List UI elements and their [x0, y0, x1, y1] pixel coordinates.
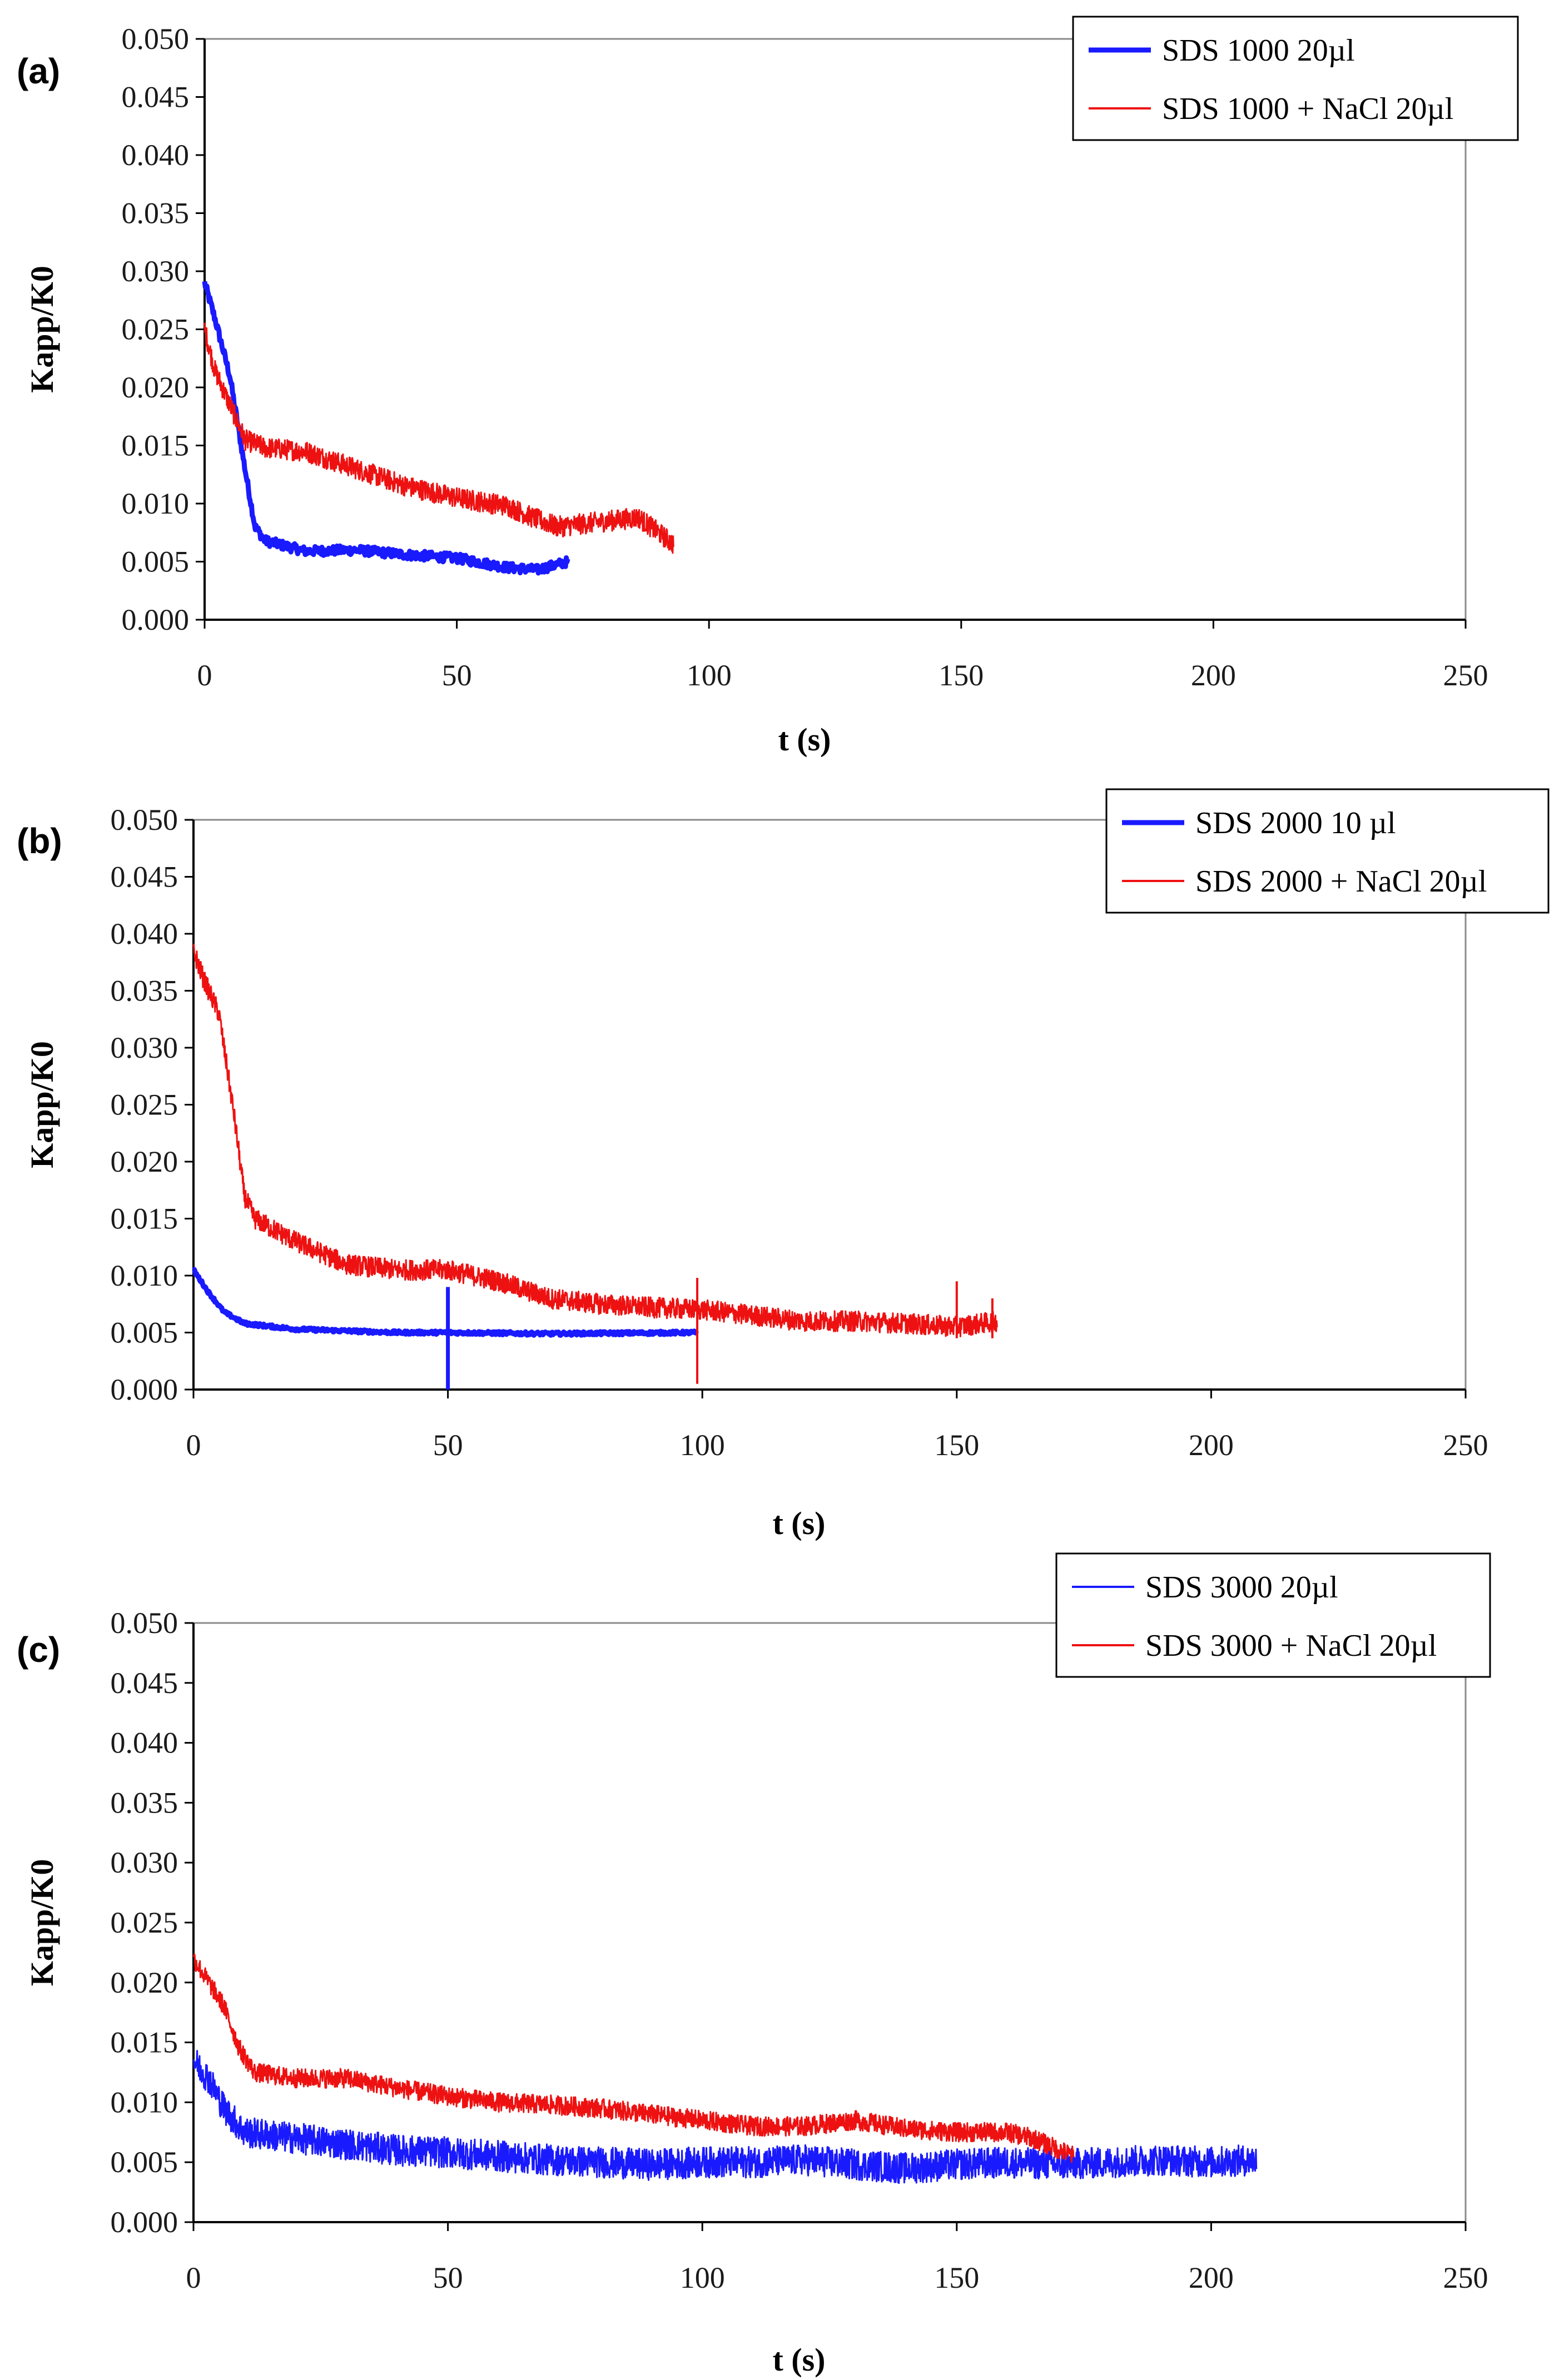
- x-tick-label: 50: [433, 1428, 463, 1462]
- x-axis-title: t (s): [772, 2342, 825, 2378]
- y-axis-title: Kapp/K0: [24, 266, 60, 393]
- y-tick-label: 0.025: [111, 1088, 178, 1122]
- y-tick-label: 0.020: [122, 371, 190, 404]
- panel-label: (a): [17, 51, 60, 91]
- panel-label: (c): [17, 1630, 60, 1670]
- legend-box: [1072, 16, 1519, 141]
- x-tick-label: 100: [680, 1428, 725, 1462]
- y-axis-title: Kapp/K0: [24, 1041, 60, 1168]
- x-tick-label: 150: [934, 2261, 979, 2294]
- legend-box: [1055, 1552, 1491, 1678]
- x-tick-label: 50: [433, 2261, 463, 2294]
- x-tick-label: 250: [1443, 1428, 1488, 1462]
- y-tick-label: 0.050: [111, 803, 178, 837]
- legend-label: SDS 3000 20µl: [1145, 1570, 1338, 1605]
- y-tick-label: 0.000: [111, 1373, 178, 1406]
- x-tick-label: 0: [197, 659, 212, 692]
- y-tick-label: 0.030: [122, 255, 190, 288]
- legend-label: SDS 1000 20µl: [1162, 33, 1355, 68]
- legend-box: [1105, 788, 1550, 914]
- x-tick-label: 200: [1191, 659, 1236, 692]
- x-tick-label: 250: [1443, 2261, 1488, 2294]
- y-tick-label: 0.045: [122, 81, 190, 114]
- y-tick-label: 0.045: [111, 1666, 178, 1700]
- y-tick-label: 0.040: [111, 917, 178, 950]
- series-line-1: [192, 2050, 1258, 2184]
- panel-label: (b): [17, 821, 62, 861]
- y-tick-label: 0.030: [111, 1846, 178, 1879]
- legend: SDS 1000 20µl SDS 1000 + NaCl 20µl: [1072, 16, 1519, 141]
- chart-panel-2: 0.000 0.005 0.010 0.015 0.020 0.025 0.030 0.035…: [17, 788, 1550, 1541]
- y-axis-title: Kapp/K0: [24, 1859, 60, 1986]
- y-tick-label: 0.020: [111, 1966, 178, 1999]
- series-line-2: [192, 943, 998, 1337]
- series-line-2: [203, 322, 674, 554]
- y-tick-label: 0.035: [122, 197, 190, 230]
- y-tick-label: 0.020: [111, 1145, 178, 1178]
- y-tick-label: 0.040: [122, 138, 190, 172]
- x-tick-label: 250: [1443, 659, 1488, 692]
- y-tick-label: 0.005: [122, 545, 190, 579]
- x-axis-title: t (s): [772, 1505, 825, 1541]
- series-line-1: [202, 281, 570, 576]
- y-tick-label: 0.015: [122, 429, 190, 462]
- x-tick-label: 150: [939, 659, 984, 692]
- y-tick-label: 0.000: [122, 603, 190, 636]
- y-tick-label: 0.050: [122, 22, 190, 56]
- x-tick-label: 200: [1189, 1428, 1234, 1462]
- y-tick-label: 0.010: [122, 487, 190, 520]
- y-tick-label: 0.010: [111, 2085, 178, 2119]
- legend-label: SDS 1000 + NaCl 20µl: [1162, 92, 1453, 126]
- legend: SDS 2000 10 µl SDS 2000 + NaCl 20µl: [1105, 788, 1550, 914]
- y-tick-label: 0.030: [111, 1031, 178, 1064]
- y-tick-label: 0.015: [111, 1202, 178, 1236]
- y-tick-label: 0.040: [111, 1726, 178, 1760]
- legend-label: SDS 2000 + NaCl 20µl: [1195, 864, 1487, 899]
- y-tick-label: 0.025: [122, 313, 190, 346]
- x-axis-title: t (s): [778, 721, 831, 758]
- legend: SDS 3000 20µl SDS 3000 + NaCl 20µl: [1055, 1552, 1491, 1678]
- x-tick-label: 0: [186, 2261, 201, 2294]
- y-tick-label: 0.005: [111, 1316, 178, 1350]
- x-tick-label: 100: [687, 659, 732, 692]
- y-tick-label: 0.045: [111, 860, 178, 894]
- y-tick-label: 0.010: [111, 1259, 178, 1292]
- series-line-2: [192, 1953, 1075, 2163]
- series-line-1: [191, 1267, 699, 1338]
- legend-label: SDS 2000 10 µl: [1195, 806, 1396, 840]
- x-tick-label: 150: [934, 1428, 979, 1462]
- y-tick-label: 0.025: [111, 1906, 178, 1939]
- x-tick-label: 100: [680, 2261, 725, 2294]
- chart-panel-1: 0.000 0.005 0.010 0.015 0.020 0.025 0.030 0.035…: [17, 16, 1519, 758]
- y-tick-label: 0.005: [111, 2145, 178, 2179]
- x-tick-label: 200: [1189, 2261, 1234, 2294]
- y-tick-label: 0.035: [111, 1786, 178, 1819]
- legend-label: SDS 3000 + NaCl 20µl: [1145, 1629, 1437, 1663]
- x-tick-label: 50: [442, 659, 472, 692]
- y-tick-label: 0.015: [111, 2026, 178, 2059]
- chart-panel-3: 0.000 0.005 0.010 0.015 0.020 0.025 0.030 0.035…: [17, 1552, 1491, 2378]
- y-tick-label: 0.035: [111, 974, 178, 1008]
- y-tick-label: 0.050: [111, 1606, 178, 1640]
- x-tick-label: 0: [186, 1428, 201, 1462]
- y-tick-label: 0.000: [111, 2205, 178, 2239]
